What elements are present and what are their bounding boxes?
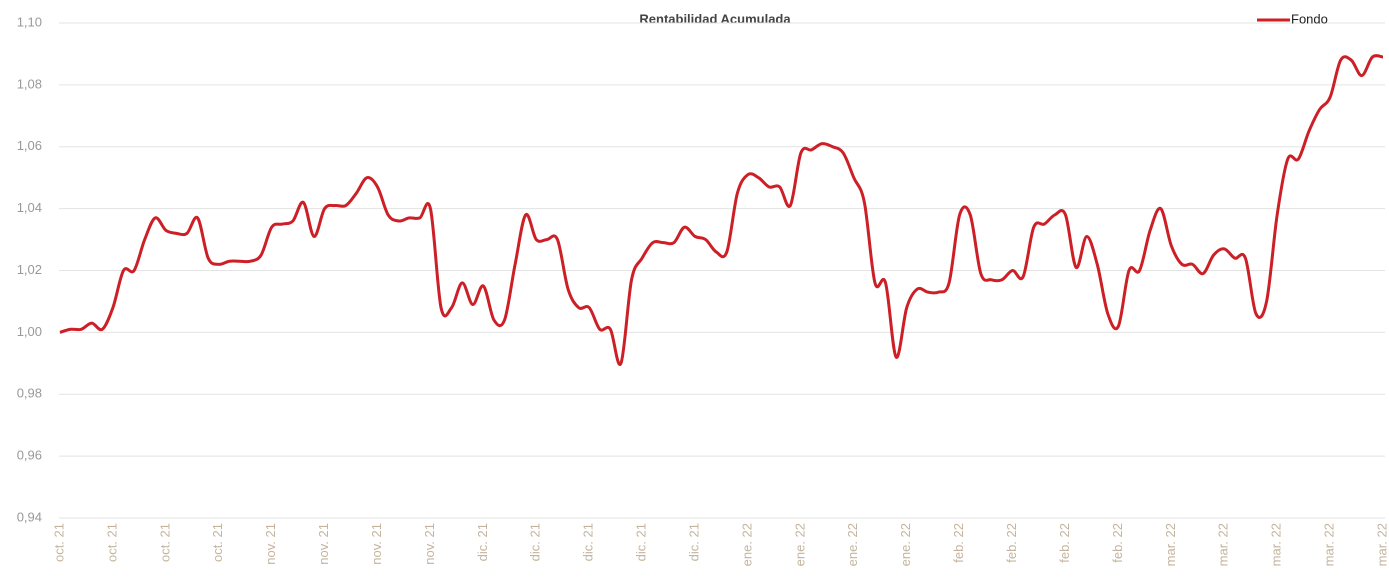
legend-label: Fondo (1291, 11, 1328, 26)
y-tick-label: 0,98 (17, 386, 42, 401)
x-tick-label: ene. 22 (898, 523, 913, 566)
series-line (59, 54, 1384, 366)
x-tick-label: dic. 21 (475, 523, 490, 561)
y-tick-label: 1,02 (17, 262, 42, 277)
y-tick-label: 1,06 (17, 138, 42, 153)
y-tick-label: 0,96 (17, 448, 42, 463)
x-tick-label: nov. 21 (422, 523, 437, 565)
x-tick-label: ene. 22 (845, 523, 860, 566)
x-tick-label: dic. 21 (686, 523, 701, 561)
x-tick-label: oct. 21 (104, 523, 119, 562)
x-tick-label: ene. 22 (792, 523, 807, 566)
y-tick-label: 1,10 (17, 14, 42, 29)
y-tick-label: 1,04 (17, 200, 42, 215)
y-tick-label: 1,00 (17, 324, 42, 339)
x-tick-label: dic. 21 (581, 523, 596, 561)
x-tick-label: mar. 22 (1216, 523, 1231, 566)
x-tick-label: oct. 21 (157, 523, 172, 562)
y-tick-label: 0,94 (17, 509, 42, 524)
x-tick-label: dic. 21 (528, 523, 543, 561)
x-tick-label: feb. 22 (951, 523, 966, 563)
x-tick-label: nov. 21 (263, 523, 278, 565)
x-tick-label: dic. 21 (634, 523, 649, 561)
x-tick-label: oct. 21 (51, 523, 66, 562)
x-tick-label: feb. 22 (1004, 523, 1019, 563)
x-tick-label: mar. 22 (1374, 523, 1389, 566)
x-tick-label: ene. 22 (739, 523, 754, 566)
x-tick-label: feb. 22 (1057, 523, 1072, 563)
x-tick-label: mar. 22 (1163, 523, 1178, 566)
chart-title: Rentabilidad Acumulada (639, 11, 791, 26)
x-tick-label: nov. 21 (369, 523, 384, 565)
x-tick-label: mar. 22 (1322, 523, 1337, 566)
x-tick-label: mar. 22 (1269, 523, 1284, 566)
x-tick-label: feb. 22 (1110, 523, 1125, 563)
y-tick-label: 1,08 (17, 76, 42, 91)
x-tick-label: oct. 21 (210, 523, 225, 562)
x-tick-label: nov. 21 (316, 523, 331, 565)
